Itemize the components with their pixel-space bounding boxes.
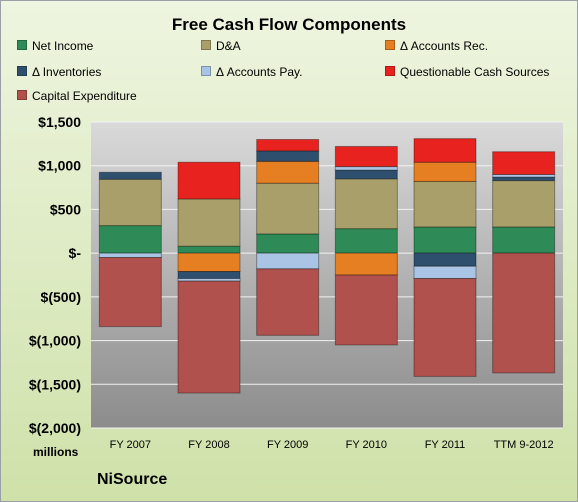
- bar-segment: [177, 280, 241, 394]
- chart-title: Free Cash Flow Components: [171, 15, 407, 34]
- legend-label: D&A: [216, 39, 241, 53]
- x-tick-label: FY 2007: [110, 439, 151, 451]
- bar-segment: [334, 166, 398, 171]
- bar-segment: [334, 228, 398, 254]
- bar-segment: [177, 198, 241, 247]
- y-tick-label: $1,500: [38, 114, 81, 130]
- legend-swatch: [17, 66, 27, 76]
- y-tick-label: $1,000: [38, 158, 81, 174]
- bar-segment: [256, 160, 320, 184]
- legend-swatch: [385, 40, 395, 50]
- legend-swatch: [201, 66, 211, 76]
- legend-swatch: [17, 40, 27, 50]
- bar-segment: [177, 252, 241, 273]
- legend-item-accounts-pay: Δ Accounts Pay.: [201, 65, 303, 79]
- bar-segment: [177, 245, 241, 254]
- bar-segment: [492, 226, 556, 254]
- bar-segment: [98, 257, 162, 328]
- y-tick-label: $(2,000): [29, 420, 81, 436]
- bar-segment: [177, 271, 241, 279]
- bar-segment: [256, 138, 320, 152]
- bar-segment: [334, 274, 398, 346]
- bar-segment: [413, 226, 477, 254]
- bar-segment: [413, 180, 477, 228]
- x-tick-label: FY 2011: [425, 439, 466, 451]
- bar-segment: [413, 265, 477, 279]
- y-tick-label: $500: [50, 201, 81, 217]
- legend-label: Capital Expenditure: [32, 89, 137, 103]
- bar-segment: [256, 150, 320, 162]
- legend-item-capital-expenditure: Capital Expenditure: [17, 89, 137, 103]
- y-axis-units-label: millions: [33, 445, 79, 459]
- y-tick-label: $-: [69, 245, 82, 261]
- bar-segment: [334, 169, 398, 180]
- legend-item-da: D&A: [201, 39, 241, 53]
- bar-segment: [334, 178, 398, 230]
- legend-item-questionable-cash: Questionable Cash Sources: [385, 65, 549, 79]
- bar-segment: [492, 176, 556, 182]
- legend-item-accounts-rec: Δ Accounts Rec.: [385, 39, 488, 53]
- x-tick-label: TTM 9-2012: [494, 439, 554, 451]
- x-tick-label: FY 2010: [346, 439, 387, 451]
- bar-segment: [256, 268, 320, 336]
- bar-segment: [256, 182, 320, 235]
- legend-item-net-income: Net Income: [17, 39, 93, 53]
- x-tick-label: FY 2008: [188, 439, 229, 451]
- bar-segment: [413, 138, 477, 163]
- bar-segment: [334, 145, 398, 168]
- bar-segment: [492, 180, 556, 228]
- y-tick-label: $(1,500): [29, 376, 81, 392]
- legend-label: Net Income: [32, 39, 94, 53]
- x-tick-label: FY 2009: [267, 439, 308, 451]
- bar-segment: [98, 171, 162, 180]
- plot-area: [91, 122, 563, 428]
- y-tick-label: $(500): [41, 289, 81, 305]
- bar-segment: [98, 178, 162, 227]
- legend-swatch: [201, 40, 211, 50]
- bar-segment: [413, 161, 477, 182]
- legend-label: Δ Accounts Rec.: [400, 39, 489, 53]
- y-tick-label: $(1,000): [29, 333, 81, 349]
- bar-segment: [256, 252, 320, 270]
- legend-label: Questionable Cash Sources: [400, 65, 550, 79]
- legend-label: Δ Accounts Pay.: [216, 65, 303, 79]
- bar-segment: [98, 225, 162, 254]
- legend-swatch: [17, 90, 27, 100]
- bar-segment: [256, 233, 320, 254]
- legend-label: Δ Inventories: [32, 65, 102, 79]
- bar-segment: [98, 252, 162, 259]
- legend-item-inventories: Δ Inventories: [17, 65, 101, 79]
- bar-segment: [334, 252, 398, 276]
- bar-segment: [492, 151, 556, 175]
- bar-segment: [413, 277, 477, 377]
- legend-swatch: [385, 66, 395, 76]
- bar-segment: [413, 252, 477, 267]
- company-label: NiSource: [97, 471, 168, 488]
- bar-segment: [492, 252, 556, 374]
- bar-segment: [177, 161, 241, 200]
